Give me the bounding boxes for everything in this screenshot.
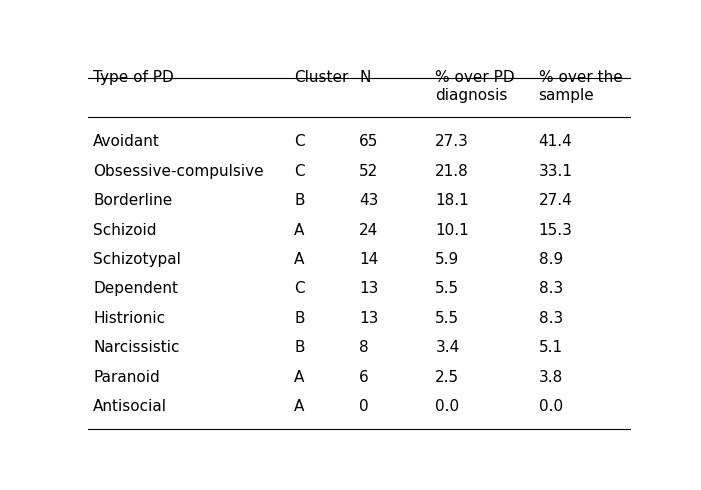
Text: 27.3: 27.3 [435,134,469,149]
Text: Schizoid: Schizoid [93,222,156,238]
Text: 13: 13 [359,311,379,326]
Text: C: C [294,134,305,149]
Text: 3.8: 3.8 [538,369,563,385]
Text: 6: 6 [359,369,369,385]
Text: 10.1: 10.1 [435,222,469,238]
Text: 43: 43 [359,193,379,208]
Text: 27.4: 27.4 [538,193,572,208]
Text: Type of PD: Type of PD [93,70,174,85]
Text: 18.1: 18.1 [435,193,469,208]
Text: 52: 52 [359,164,379,179]
Text: Avoidant: Avoidant [93,134,160,149]
Text: A: A [294,399,304,414]
Text: Cluster: Cluster [294,70,348,85]
Text: 3.4: 3.4 [435,340,460,355]
Text: 65: 65 [359,134,379,149]
Text: 33.1: 33.1 [538,164,573,179]
Text: 0: 0 [359,399,369,414]
Text: 0.0: 0.0 [435,399,459,414]
Text: B: B [294,311,304,326]
Text: Paranoid: Paranoid [93,369,160,385]
Text: Narcissistic: Narcissistic [93,340,179,355]
Text: % over PD
diagnosis: % over PD diagnosis [435,70,515,102]
Text: Antisocial: Antisocial [93,399,167,414]
Text: 13: 13 [359,281,379,296]
Text: 8.3: 8.3 [538,311,563,326]
Text: A: A [294,369,304,385]
Text: 15.3: 15.3 [538,222,573,238]
Text: 14: 14 [359,252,379,267]
Text: 2.5: 2.5 [435,369,459,385]
Text: A: A [294,222,304,238]
Text: Dependent: Dependent [93,281,178,296]
Text: % over the
sample: % over the sample [538,70,622,102]
Text: 8.3: 8.3 [538,281,563,296]
Text: A: A [294,252,304,267]
Text: Histrionic: Histrionic [93,311,165,326]
Text: 5.5: 5.5 [435,281,459,296]
Text: Schizotypal: Schizotypal [93,252,181,267]
Text: Borderline: Borderline [93,193,172,208]
Text: Obsessive-compulsive: Obsessive-compulsive [93,164,264,179]
Text: 24: 24 [359,222,379,238]
Text: 8: 8 [359,340,369,355]
Text: B: B [294,193,304,208]
Text: 41.4: 41.4 [538,134,572,149]
Text: 5.9: 5.9 [435,252,460,267]
Text: 0.0: 0.0 [538,399,563,414]
Text: 8.9: 8.9 [538,252,563,267]
Text: N: N [359,70,371,85]
Text: 5.1: 5.1 [538,340,563,355]
Text: 21.8: 21.8 [435,164,469,179]
Text: C: C [294,164,305,179]
Text: C: C [294,281,305,296]
Text: 5.5: 5.5 [435,311,459,326]
Text: B: B [294,340,304,355]
